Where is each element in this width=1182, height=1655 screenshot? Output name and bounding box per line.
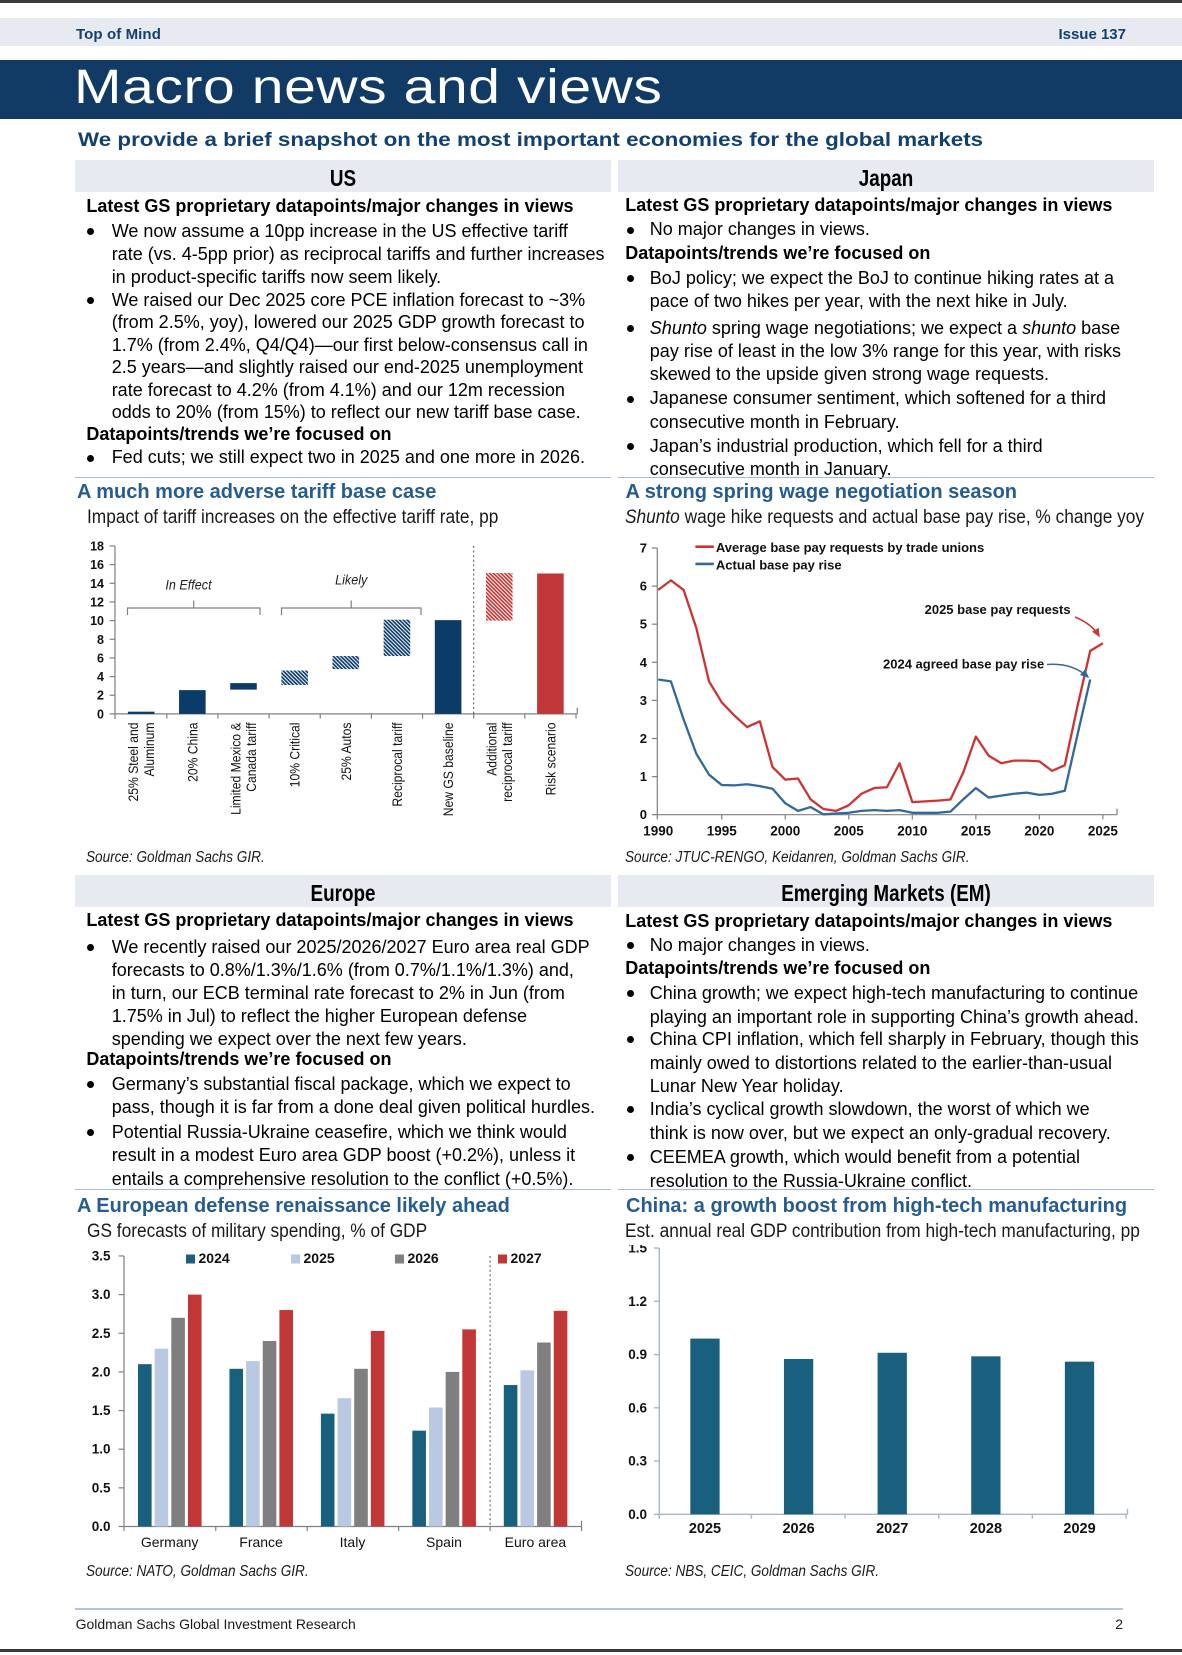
svg-text:2010: 2010: [897, 824, 927, 839]
svg-text:4: 4: [640, 655, 648, 670]
svg-text:1995: 1995: [707, 824, 738, 839]
svg-text:2028: 2028: [970, 1521, 1002, 1537]
svg-text:18: 18: [90, 539, 104, 553]
svg-text:2: 2: [97, 689, 104, 703]
svg-text:14: 14: [90, 577, 104, 591]
svg-text:Likely: Likely: [335, 572, 368, 588]
svg-text:2005: 2005: [834, 824, 865, 839]
svg-text:6: 6: [97, 651, 104, 665]
svg-text:5: 5: [640, 617, 647, 632]
svg-text:10% Critical: 10% Critical: [287, 723, 303, 788]
svg-text:Average base pay requests by t: Average base pay requests by trade union…: [716, 540, 984, 555]
svg-text:In Effect: In Effect: [165, 577, 212, 593]
svg-text:25% Autos: 25% Autos: [338, 723, 354, 781]
svg-text:New GS baseline: New GS baseline: [440, 723, 456, 817]
svg-text:2024: 2024: [199, 1250, 230, 1266]
svg-text:12: 12: [90, 595, 104, 609]
svg-text:2020: 2020: [1024, 824, 1054, 839]
svg-text:0: 0: [640, 807, 647, 822]
svg-text:2: 2: [640, 731, 647, 746]
svg-text:2025: 2025: [689, 1521, 721, 1537]
svg-text:1.5: 1.5: [628, 1245, 647, 1256]
svg-text:reciprocal tariff: reciprocal tariff: [499, 722, 515, 802]
svg-text:16: 16: [90, 558, 104, 572]
svg-text:6: 6: [640, 579, 647, 594]
svg-text:0.9: 0.9: [628, 1347, 647, 1362]
svg-text:2025: 2025: [1088, 824, 1119, 839]
svg-text:Italy: Italy: [340, 1534, 366, 1550]
svg-text:1.2: 1.2: [628, 1294, 647, 1309]
svg-text:3.5: 3.5: [92, 1248, 111, 1263]
svg-text:8: 8: [97, 633, 104, 647]
svg-text:Limited Mexico &: Limited Mexico &: [228, 722, 244, 815]
svg-text:0: 0: [97, 707, 104, 721]
svg-text:4: 4: [97, 670, 104, 684]
svg-text:3: 3: [640, 693, 647, 708]
svg-text:2015: 2015: [961, 824, 992, 839]
svg-text:Reciprocal tariff: Reciprocal tariff: [389, 722, 405, 807]
svg-text:2029: 2029: [1063, 1521, 1095, 1537]
svg-text:Risk scenario: Risk scenario: [543, 723, 559, 796]
svg-text:2026: 2026: [782, 1521, 814, 1537]
svg-text:3.0: 3.0: [92, 1287, 111, 1302]
svg-text:7: 7: [640, 541, 647, 556]
svg-text:1: 1: [640, 769, 647, 784]
svg-text:25% Steel and: 25% Steel and: [126, 723, 142, 802]
svg-text:France: France: [239, 1534, 283, 1550]
svg-text:2.5: 2.5: [92, 1326, 111, 1341]
svg-text:Spain: Spain: [426, 1534, 462, 1550]
svg-text:0.0: 0.0: [628, 1507, 647, 1522]
svg-text:2027: 2027: [511, 1250, 542, 1266]
svg-text:Canada tariff: Canada tariff: [243, 722, 259, 792]
svg-text:1.5: 1.5: [92, 1403, 111, 1418]
svg-text:0.6: 0.6: [628, 1400, 647, 1415]
svg-text:1.0: 1.0: [92, 1442, 111, 1457]
svg-text:1990: 1990: [643, 824, 673, 839]
svg-text:20% China: 20% China: [185, 722, 201, 782]
svg-text:2025 base pay requests: 2025 base pay requests: [925, 602, 1071, 617]
svg-text:Euro area: Euro area: [505, 1534, 567, 1550]
svg-text:10: 10: [90, 614, 104, 628]
svg-text:0.3: 0.3: [628, 1454, 647, 1469]
svg-text:0.0: 0.0: [92, 1519, 111, 1534]
svg-text:2027: 2027: [876, 1521, 908, 1537]
svg-text:0.5: 0.5: [92, 1480, 111, 1495]
svg-text:2024 agreed base pay rise: 2024 agreed base pay rise: [883, 656, 1044, 671]
svg-text:Germany: Germany: [141, 1534, 199, 1550]
svg-text:2.0: 2.0: [92, 1364, 111, 1379]
svg-text:2000: 2000: [770, 824, 800, 839]
svg-text:Additional: Additional: [484, 723, 500, 776]
svg-text:Actual base pay rise: Actual base pay rise: [716, 557, 842, 572]
svg-text:2026: 2026: [408, 1250, 439, 1266]
svg-text:2025: 2025: [304, 1250, 335, 1266]
svg-text:Aluminum: Aluminum: [141, 723, 157, 777]
